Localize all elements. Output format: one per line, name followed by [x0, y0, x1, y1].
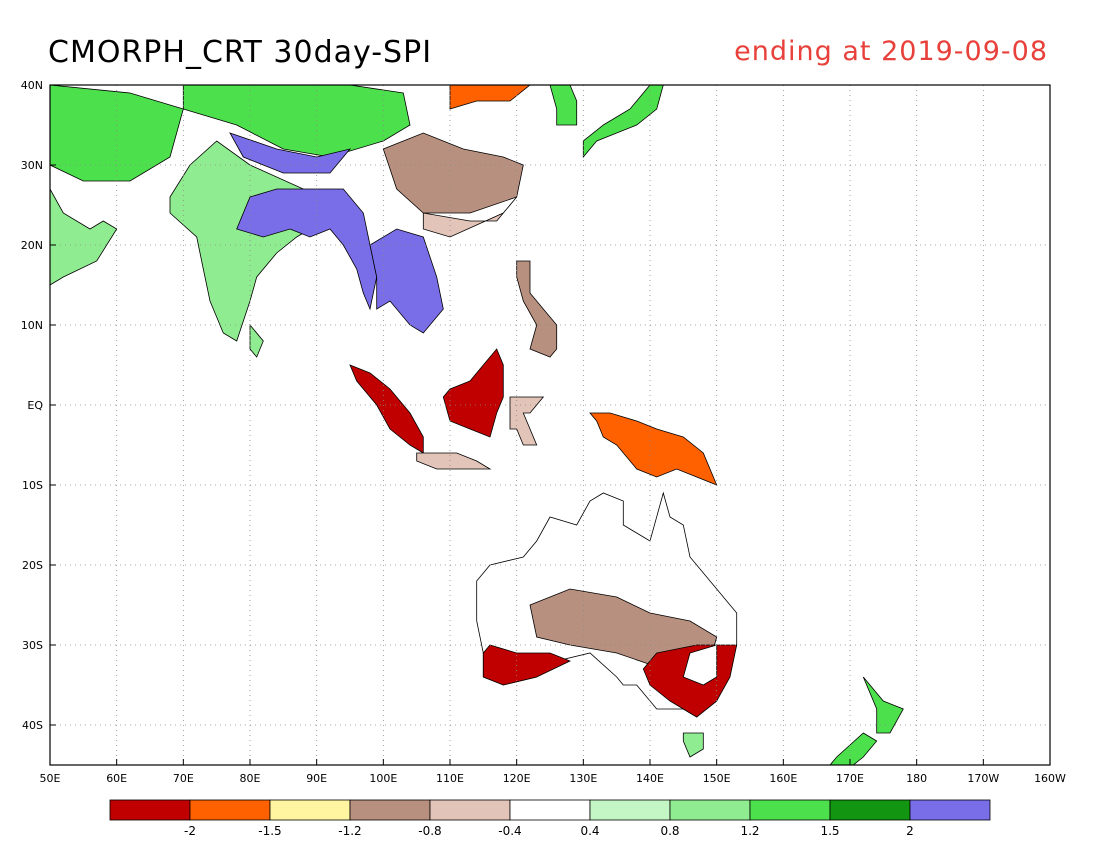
- region-indochina: [369, 228, 444, 334]
- colorbar-label: -0.4: [498, 824, 521, 838]
- region-south-china: [422, 196, 518, 238]
- spi-field-layer: [50, 85, 904, 765]
- region-tarim: [50, 85, 184, 182]
- colorbar-swatch: [669, 799, 751, 821]
- region-philippines: [516, 260, 558, 358]
- latitude-tick-label: EQ: [27, 399, 43, 412]
- map-date-subtitle: ending at 2019-09-08: [734, 36, 1048, 67]
- longitude-tick-label: 180: [906, 772, 927, 785]
- longitude-tick-label: 120E: [503, 772, 531, 785]
- region-nz-south: [829, 732, 878, 765]
- longitude-tick-label: 150E: [703, 772, 731, 785]
- colorbar-swatch: [269, 799, 351, 821]
- map-title: CMORPH_CRT 30day-SPI: [48, 35, 432, 70]
- latitude-tick-label: 30N: [21, 159, 43, 172]
- region-sw-australia: [482, 644, 571, 686]
- latitude-tick-label: 10N: [21, 319, 43, 332]
- colorbar-swatch: [509, 799, 591, 821]
- region-nz-north: [862, 676, 904, 734]
- region-arabia: [50, 188, 118, 286]
- longitude-tick-label: 170E: [836, 772, 864, 785]
- longitude-tick-label: 60E: [106, 772, 127, 785]
- colorbar-swatch: [429, 799, 511, 821]
- latitude-tick-label: 20S: [22, 559, 43, 572]
- colorbar-swatch: [829, 799, 911, 821]
- map-frame: [49, 84, 1051, 766]
- longitude-tick-label: 160E: [769, 772, 797, 785]
- region-sulawesi: [509, 396, 545, 446]
- latitude-tick-label: 40S: [22, 719, 43, 732]
- colorbar-swatch: [749, 799, 831, 821]
- latitude-tick-label: 10S: [22, 479, 43, 492]
- longitude-tick-label: 110E: [436, 772, 464, 785]
- longitude-tick-label: 70E: [173, 772, 194, 785]
- region-new-guinea: [589, 412, 718, 486]
- longitude-tick-label: 100E: [369, 772, 397, 785]
- region-tasmania: [682, 732, 704, 758]
- colorbar-label: -1.5: [258, 824, 281, 838]
- colorbar-label: 2: [906, 824, 914, 838]
- longitude-tick-label: 140E: [636, 772, 664, 785]
- colorbar-label: 1.5: [820, 824, 839, 838]
- colorbar-swatch: [109, 799, 191, 821]
- longitude-ticks: 50E 60E 70E 80E 90E 100E 110E 120E 130E 140E 150E 1…: [40, 759, 1066, 785]
- map-gridlines: [50, 85, 1050, 765]
- colorbar-label: -0.8: [418, 824, 441, 838]
- region-north-china: [449, 85, 531, 110]
- region-korea: [549, 85, 578, 126]
- latitude-ticks: 40N 30N 20N 10N EQ 10S 20S 30S 40S: [21, 79, 56, 732]
- colorbar-label: 1.2: [740, 824, 759, 838]
- longitude-tick-label: 130E: [569, 772, 597, 785]
- colorbar-swatch: [909, 799, 991, 821]
- region-sri-lanka: [249, 323, 264, 358]
- colorbar-swatch: [349, 799, 431, 821]
- longitude-tick-label: 160W: [1034, 772, 1066, 785]
- colorbar-label: 0.8: [660, 824, 679, 838]
- colorbar-label: -1.2: [338, 824, 361, 838]
- spi-colorbar: -2 -1.5 -1.2 -0.8 -0.4 0.4 0.8 1.2 1.5 2: [109, 799, 991, 838]
- longitude-tick-label: 170W: [967, 772, 999, 785]
- region-central-china: [382, 132, 524, 214]
- longitude-tick-label: 80E: [240, 772, 261, 785]
- colorbar-swatch: [589, 799, 671, 821]
- region-se-australia-white: [682, 644, 718, 686]
- colorbar-label: -2: [184, 824, 196, 838]
- latitude-tick-label: 40N: [21, 79, 43, 92]
- region-java: [416, 452, 492, 470]
- region-tibet-core: [229, 132, 352, 174]
- region-japan: [582, 85, 664, 159]
- region-borneo: [442, 348, 504, 438]
- colorbar-label: 0.4: [580, 824, 599, 838]
- latitude-tick-label: 30S: [22, 639, 43, 652]
- longitude-tick-label: 50E: [40, 772, 61, 785]
- colorbar-swatch: [189, 799, 271, 821]
- longitude-tick-label: 90E: [306, 772, 327, 785]
- region-sumatra: [349, 364, 424, 454]
- latitude-tick-label: 20N: [21, 239, 43, 252]
- region-tibet: [182, 85, 411, 158]
